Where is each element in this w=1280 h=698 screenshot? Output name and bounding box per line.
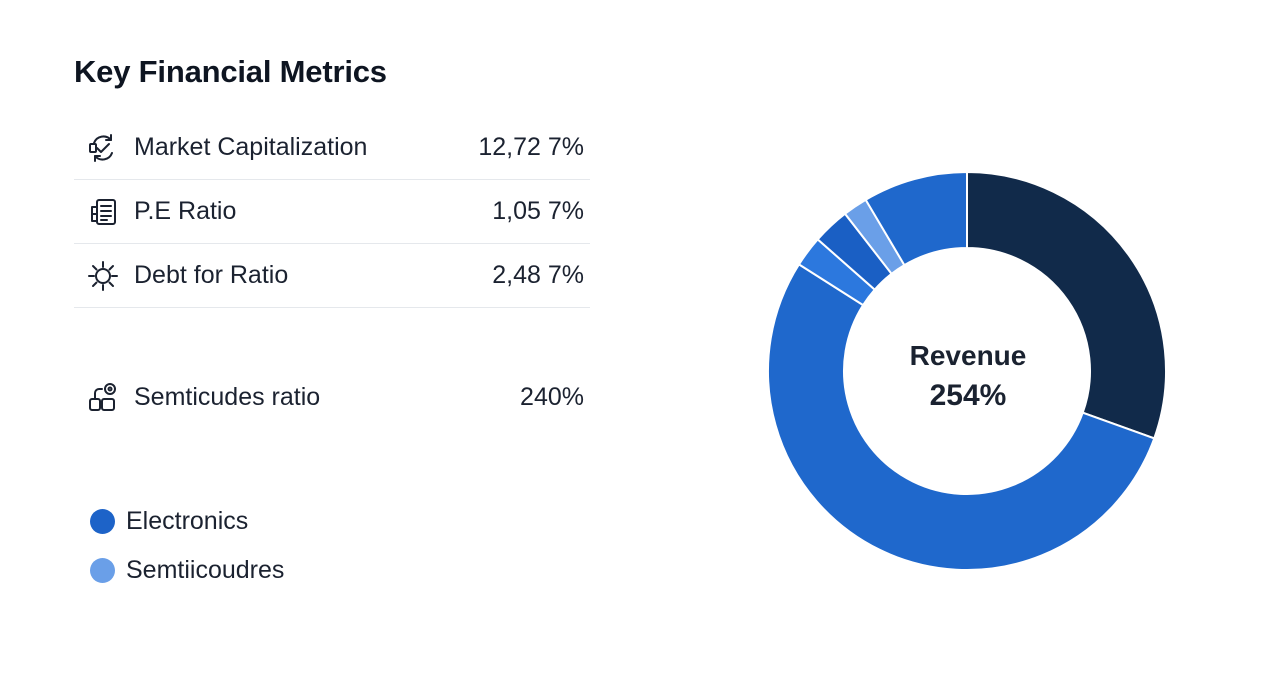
metrics-list: Market Capitalization 12,72 7% P.E Ratio… (74, 116, 590, 429)
metric-value: 1,05 7% (492, 197, 584, 225)
legend-item-semtiicoudres[interactable]: Semtiicoudres (90, 551, 284, 589)
metric-label: Market Capitalization (134, 133, 368, 161)
metric-row-semticudes[interactable]: Semticudes ratio 240% (74, 365, 590, 429)
page-title: Key Financial Metrics (74, 54, 387, 89)
legend-swatch (90, 557, 115, 583)
chart-legend: Electronics Semtiicoudres (90, 502, 284, 600)
legend-item-electronics[interactable]: Electronics (90, 502, 284, 540)
metric-label: Debt for Ratio (134, 261, 289, 289)
donut-slice-6[interactable] (864, 170, 968, 267)
legend-label: Semtiicoudres (126, 555, 285, 584)
document-list-icon (85, 194, 121, 230)
refresh-check-icon (85, 130, 121, 166)
legend-label: Electronics (126, 506, 249, 535)
metric-label: Semticudes ratio (134, 382, 321, 411)
chart-center-value: 254% (930, 379, 1007, 412)
metric-row-market-cap[interactable]: Market Capitalization 12,72 7% (74, 116, 590, 180)
chart-center-label: Revenue (910, 340, 1027, 371)
metric-value: 12,72 7% (478, 133, 584, 161)
metric-row-pe-ratio[interactable]: P.E Ratio 1,05 7% (74, 180, 590, 244)
metric-value: 240% (520, 382, 584, 411)
metric-label: P.E Ratio (134, 197, 237, 225)
metric-value: 2,48 7% (492, 261, 584, 289)
blocks-target-icon (85, 379, 121, 415)
legend-swatch (90, 508, 115, 534)
donut-slice-2[interactable] (767, 262, 1156, 571)
metric-row-debt-ratio[interactable]: Debt for Ratio 2,48 7% (74, 244, 590, 308)
revenue-donut-chart: Revenue 254% (767, 170, 1167, 571)
donut-slice-1[interactable] (966, 170, 1167, 440)
sun-gear-icon (85, 258, 121, 294)
